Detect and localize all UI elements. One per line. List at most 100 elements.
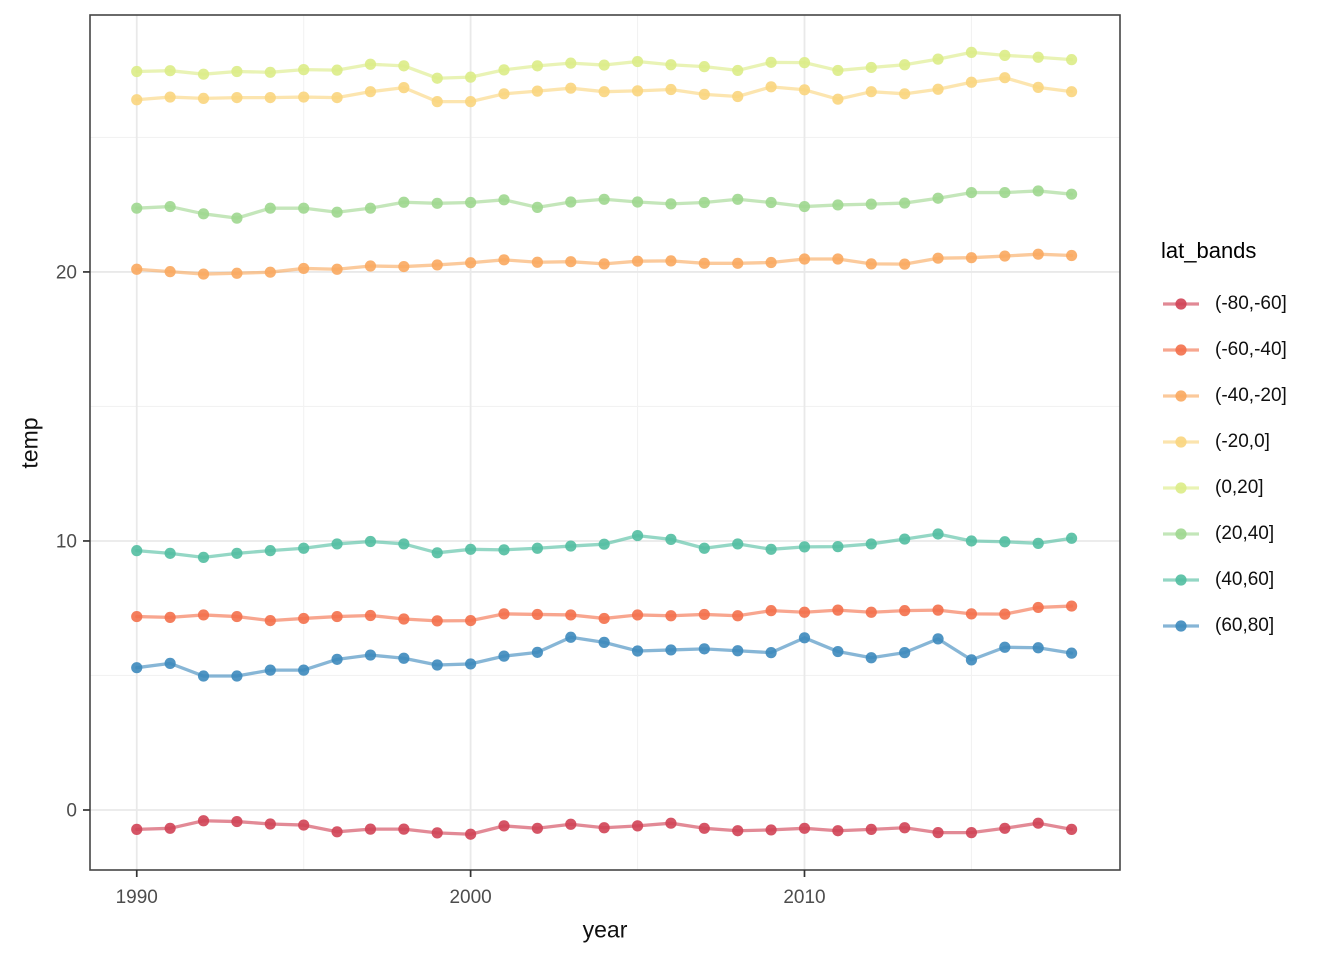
- data-point: [965, 827, 978, 839]
- data-point: [999, 536, 1011, 548]
- data-point: [431, 827, 443, 839]
- data-point: [398, 260, 410, 273]
- data-point: [698, 61, 710, 73]
- legend-key-icon: [1163, 298, 1199, 310]
- data-point: [765, 605, 777, 617]
- data-point: [832, 825, 844, 837]
- x-tick-label: 2000: [449, 887, 491, 908]
- data-point: [431, 659, 443, 671]
- data-point: [631, 529, 644, 542]
- data-point: [631, 645, 644, 657]
- data-point: [732, 64, 744, 77]
- data-point: [264, 818, 276, 830]
- data-point: [598, 636, 610, 648]
- data-point: [565, 540, 577, 552]
- legend-items: (-80,-60] (-60,-40] (-40,-20] (-20,0] (0,20]…: [1161, 281, 1287, 649]
- data-point: [832, 93, 844, 105]
- data-point: [631, 85, 644, 97]
- data-point: [264, 664, 276, 676]
- data-point: [965, 654, 978, 666]
- data-point: [798, 200, 811, 213]
- data-point: [231, 65, 243, 78]
- data-point: [932, 827, 944, 839]
- data-point: [331, 206, 343, 218]
- data-point: [431, 259, 443, 271]
- data-point: [164, 547, 176, 559]
- data-point: [598, 538, 610, 550]
- legend-item: (0,20]: [1161, 465, 1287, 511]
- data-point: [965, 535, 978, 547]
- data-point: [865, 823, 877, 835]
- data-point: [331, 263, 343, 275]
- data-point: [899, 533, 911, 545]
- legend-item-label: (60,80]: [1215, 615, 1275, 636]
- data-point: [364, 649, 377, 661]
- data-point: [197, 268, 210, 280]
- data-point: [465, 828, 477, 840]
- data-point: [531, 256, 543, 268]
- data-point: [498, 544, 510, 556]
- data-point: [364, 86, 377, 98]
- data-point: [598, 612, 610, 625]
- legend-item-label: (0,20]: [1215, 477, 1264, 498]
- data-point: [832, 253, 844, 265]
- data-point: [465, 71, 477, 83]
- data-point: [1032, 642, 1044, 654]
- data-point: [665, 533, 677, 545]
- data-point: [732, 645, 744, 657]
- data-point: [665, 610, 677, 622]
- legend-item-label: (-60,-40]: [1215, 339, 1287, 360]
- data-point: [331, 64, 343, 76]
- data-point: [999, 186, 1011, 199]
- data-point: [698, 542, 710, 554]
- legend-item: (40,60]: [1161, 557, 1287, 603]
- legend-item: (-20,0]: [1161, 419, 1287, 465]
- data-point: [531, 608, 543, 621]
- data-point: [765, 647, 777, 659]
- data-point: [932, 528, 944, 540]
- legend-item-label: (-40,-20]: [1215, 385, 1287, 406]
- data-point: [164, 822, 176, 834]
- data-point: [765, 543, 777, 555]
- x-axis-ticks: 1990 2000 2010: [116, 870, 826, 908]
- data-point: [865, 652, 877, 664]
- data-point: [131, 94, 143, 106]
- data-point: [899, 59, 911, 71]
- data-point: [665, 83, 677, 96]
- data-point: [164, 266, 176, 278]
- data-point: [698, 88, 710, 100]
- data-point: [598, 86, 610, 98]
- data-point: [498, 254, 510, 266]
- data-point: [732, 538, 744, 550]
- data-point: [131, 65, 143, 78]
- series-points-(40,60]: [131, 528, 1078, 563]
- data-point: [899, 258, 911, 270]
- y-tick-label: 10: [56, 531, 77, 552]
- data-point: [798, 84, 811, 96]
- data-point: [231, 267, 243, 279]
- data-point: [899, 605, 911, 617]
- legend-item: (20,40]: [1161, 511, 1287, 557]
- data-point: [364, 260, 377, 272]
- data-point: [565, 631, 577, 643]
- data-point: [865, 86, 877, 98]
- data-point: [298, 664, 310, 676]
- panel-border: [89, 14, 1121, 871]
- data-point: [1065, 54, 1078, 66]
- data-point: [331, 610, 343, 623]
- data-point: [832, 64, 844, 77]
- data-point: [765, 196, 777, 209]
- data-point: [1065, 86, 1078, 98]
- data-point: [131, 662, 143, 674]
- data-point: [1065, 532, 1078, 544]
- data-point: [732, 825, 744, 837]
- data-point: [832, 541, 844, 553]
- data-point: [331, 653, 343, 665]
- data-point: [1032, 601, 1044, 614]
- data-point: [999, 641, 1011, 653]
- series-points-(-60,-40]: [131, 600, 1078, 627]
- data-point: [197, 609, 210, 621]
- legend-item-label: (40,60]: [1215, 569, 1275, 590]
- data-point: [131, 545, 143, 557]
